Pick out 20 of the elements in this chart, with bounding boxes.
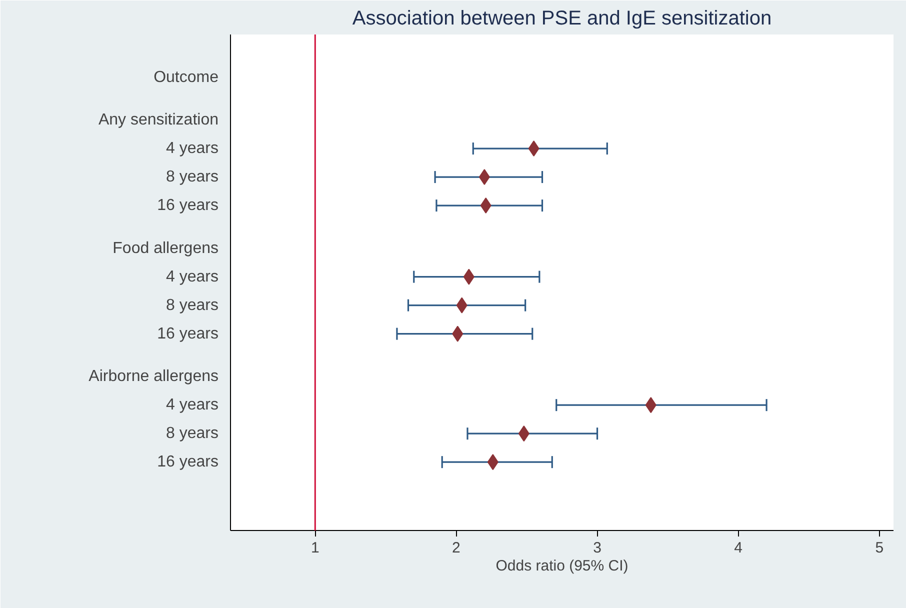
y-tick-label: Outcome — [154, 68, 219, 86]
x-tick-label: 3 — [593, 540, 602, 556]
y-tick-label: Airborne allergens — [88, 368, 219, 386]
x-tick-label: 2 — [452, 540, 460, 556]
y-tick-label: 16 years — [157, 197, 219, 214]
y-tick-label: 8 years — [166, 425, 218, 442]
y-tick-label: 4 years — [166, 268, 218, 286]
y-tick-label: 4 years — [166, 140, 218, 158]
y-tick-label: 8 years — [166, 168, 218, 186]
chart-title: Association between PSE and IgE sensitization — [352, 8, 772, 30]
y-tick-label: Food allergens — [112, 240, 218, 257]
y-tick-label: 16 years — [157, 454, 219, 471]
x-tick-label: 5 — [875, 540, 884, 556]
y-tick-label: 4 years — [166, 396, 218, 414]
y-tick-label: 16 years — [157, 325, 219, 342]
x-tick-label: 4 — [734, 540, 742, 556]
y-tick-label: 8 years — [166, 296, 218, 314]
y-tick-label: Any sensitization — [98, 112, 218, 129]
x-tick-label: 1 — [310, 540, 320, 556]
x-axis-title: Odds ratio (95% CI) — [496, 558, 628, 574]
